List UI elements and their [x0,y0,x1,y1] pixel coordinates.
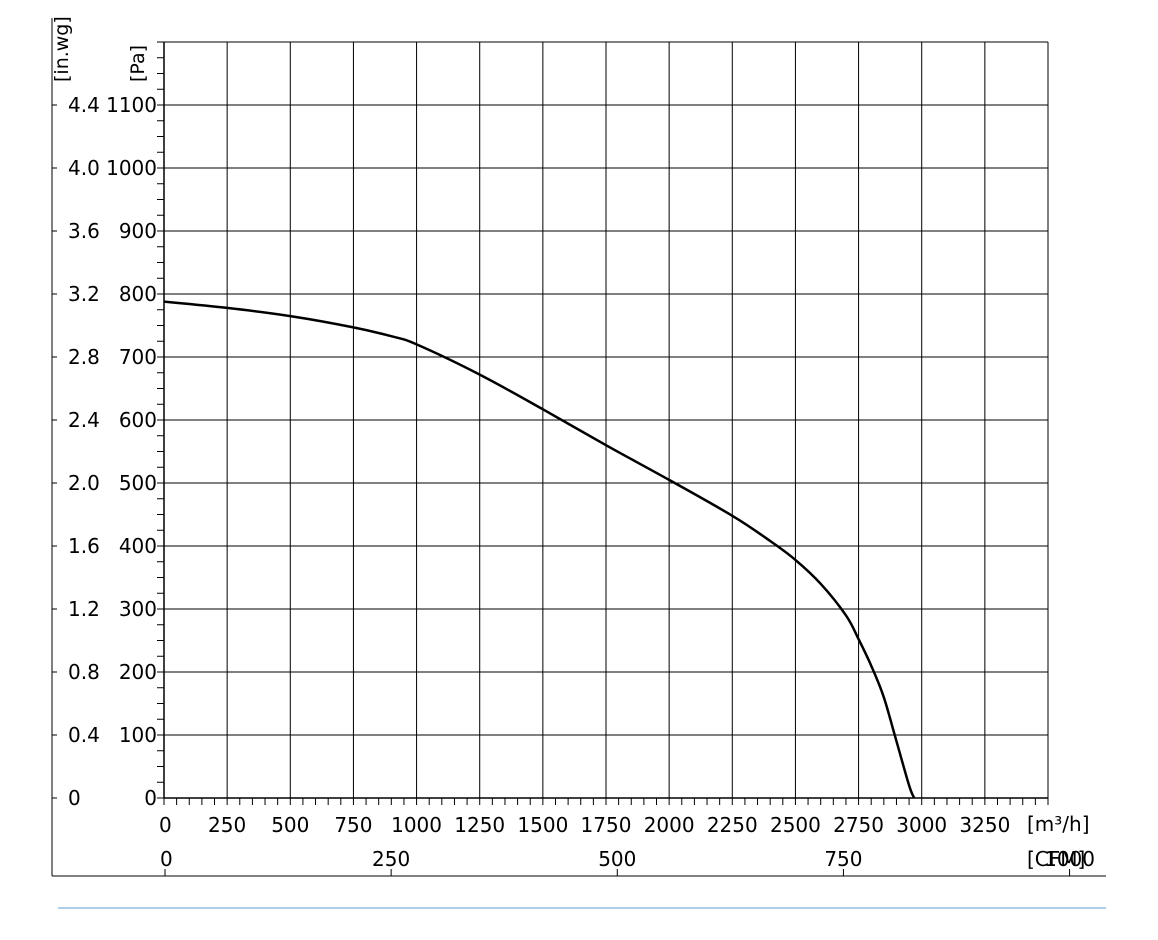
fan-curve-line [163,300,916,799]
inwg-tick-label: 3.2 [68,282,100,306]
pa-tick-label: 1000 [106,156,157,180]
x-tick-label: 1750 [581,813,632,837]
pa-tick-label: 500 [119,471,157,495]
x-tick-label: 2000 [644,813,695,837]
x-tick-label: 2500 [770,813,821,837]
y-axis-label-pa: [Pa] [127,45,149,82]
x-tick-label: 1500 [517,813,568,837]
grid [164,41,1049,798]
pa-tick-label: 100 [119,723,157,747]
pa-tick-label: 300 [119,597,157,621]
x-tick-label: 500 [271,813,309,837]
x-tick-label: 750 [334,813,372,837]
cfm-tick-label: 500 [598,847,636,871]
inwg-tick-label: 2.0 [68,471,100,495]
pa-tick-label: 400 [119,534,157,558]
x-axis-label-m3h: [m³/h] [1027,812,1090,836]
cfm-tick-label: 250 [372,847,410,871]
inwg-tick-label: 0.4 [68,723,100,747]
ticks [52,41,1071,876]
tick-labels: 0 100 200 300 400 500 600 700 800 900 1000 1100 0 0.4… [68,93,1095,871]
inwg-tick-label: 3.6 [68,219,100,243]
inwg-tick-label: 4.0 [68,156,100,180]
inwg-tick-label: 1.2 [68,597,100,621]
inwg-tick-label: 0.8 [68,660,100,684]
y-axis-label-inwg: [in.wg] [51,16,73,82]
x-tick-label: 250 [208,813,246,837]
x-tick-label: 3250 [959,813,1010,837]
inwg-tick-label: 1.6 [68,534,100,558]
x-tick-label: 2250 [707,813,758,837]
pa-tick-label: 800 [119,282,157,306]
pa-tick-label: 600 [119,408,157,432]
x-tick-label: 0 [159,813,172,837]
pa-tick-label: 700 [119,345,157,369]
axes [51,18,1106,909]
pa-tick-label: 900 [119,219,157,243]
pa-tick-label: 200 [119,660,157,684]
inwg-tick-label: 4.4 [68,93,100,117]
x-tick-label: 2750 [833,813,884,837]
cfm-tick-label: 750 [824,847,862,871]
inwg-tick-label: 0 [68,786,81,810]
inwg-tick-label: 2.4 [68,408,100,432]
x-tick-label: 1250 [454,813,505,837]
x-axis-label-cfm: [CFM] [1027,847,1085,871]
cfm-tick-label: 0 [160,847,173,871]
inwg-tick-label: 2.8 [68,345,100,369]
pa-tick-label: 0 [144,786,157,810]
series [163,300,916,799]
x-tick-label: 3000 [896,813,947,837]
x-tick-label: 1000 [391,813,442,837]
cfm-tick-label: 1000 [1044,847,1095,871]
pa-tick-label: 1100 [106,93,157,117]
